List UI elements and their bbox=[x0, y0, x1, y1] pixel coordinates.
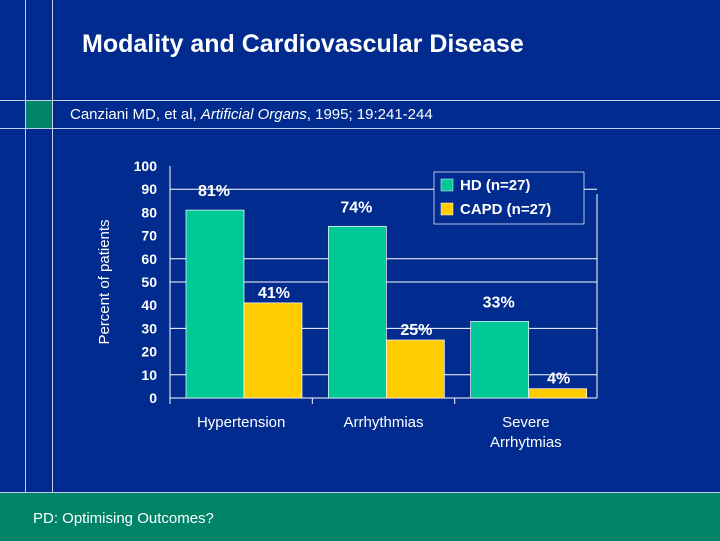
data-label: 74% bbox=[340, 199, 372, 216]
bar bbox=[470, 321, 530, 399]
accent-square bbox=[26, 101, 52, 128]
legend-label: HD (n=27) bbox=[460, 177, 530, 194]
y-tick-label: 70 bbox=[141, 228, 157, 244]
legend-label: CAPD (n=27) bbox=[460, 201, 551, 218]
citation-details: , 1995; 19:241-244 bbox=[306, 106, 433, 123]
bar bbox=[185, 209, 245, 399]
bar bbox=[385, 339, 445, 399]
y-tick-label: 60 bbox=[141, 251, 157, 267]
y-tick-label: 30 bbox=[141, 320, 157, 336]
x-tick-label: Arrhytmias bbox=[490, 434, 562, 451]
y-tick-label: 40 bbox=[141, 297, 157, 313]
decor-line bbox=[52, 0, 53, 492]
data-label: 25% bbox=[400, 322, 432, 339]
bar bbox=[327, 225, 387, 399]
footer-text: PD: Optimising Outcomes? bbox=[33, 510, 214, 527]
data-label: 81% bbox=[198, 183, 230, 200]
slide-title: Modality and Cardiovascular Disease bbox=[82, 30, 524, 58]
y-tick-label: 20 bbox=[141, 344, 157, 360]
legend-swatch bbox=[440, 202, 454, 216]
x-tick-label: Hypertension bbox=[197, 414, 285, 431]
y-tick-label: 90 bbox=[141, 181, 157, 197]
y-axis-label: Percent of patients bbox=[96, 219, 113, 344]
decor-line bbox=[0, 128, 720, 129]
x-tick-label: Arrhythmias bbox=[343, 414, 423, 431]
y-tick-label: 10 bbox=[141, 367, 157, 383]
bar bbox=[528, 388, 588, 399]
citation-journal: Artificial Organs bbox=[200, 106, 307, 123]
citation-authors: Canziani MD, et al, bbox=[70, 106, 201, 123]
y-tick-label: 0 bbox=[149, 390, 157, 406]
legend-swatch bbox=[440, 178, 454, 192]
y-tick-label: 80 bbox=[141, 204, 157, 220]
x-tick-label: Severe bbox=[502, 414, 550, 431]
bar bbox=[243, 302, 303, 399]
bar-chart: 0 10 20 30 40 50 60 70 80 90 100 Percent of patient… bbox=[96, 158, 598, 451]
legend-box bbox=[433, 171, 585, 225]
footer-band: PD: Optimising Outcomes? bbox=[0, 492, 720, 541]
citation: Canziani MD, et al, Artificial Organs, 1… bbox=[70, 106, 433, 123]
decor-line bbox=[0, 100, 720, 101]
data-label: 33% bbox=[483, 294, 515, 311]
data-label: 4% bbox=[547, 371, 570, 388]
y-tick-label: 50 bbox=[141, 274, 157, 290]
data-label: 41% bbox=[258, 285, 290, 302]
decor-line bbox=[25, 0, 26, 492]
y-tick-label: 100 bbox=[134, 158, 158, 174]
